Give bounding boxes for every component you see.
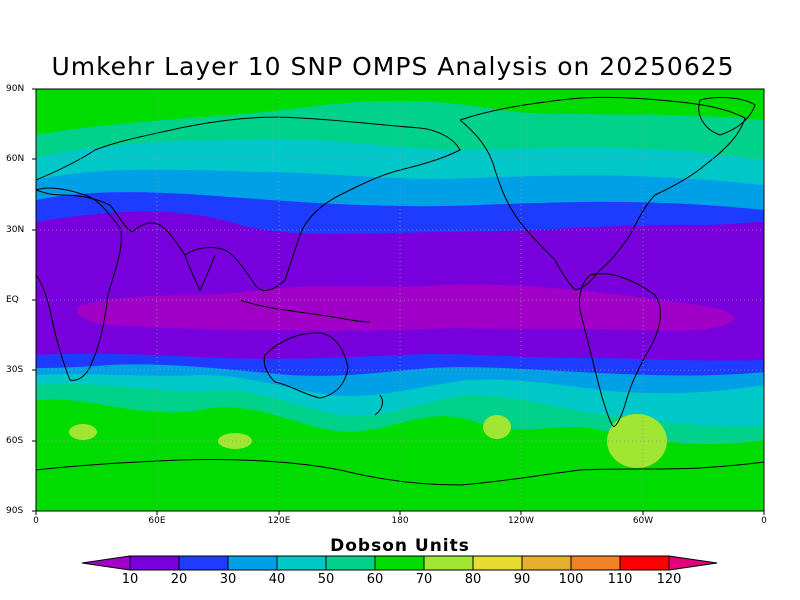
colorbar-swatch — [423, 555, 474, 571]
indonesia-coast — [239, 299, 371, 323]
greenland-coast — [698, 97, 756, 136]
india-coast — [184, 254, 216, 292]
south-america-coast — [579, 273, 661, 427]
colorbar-swatch — [619, 555, 670, 571]
africa-coast — [36, 187, 122, 381]
colorbar-swatch — [472, 555, 523, 571]
antarctica-coast — [36, 458, 764, 486]
contour-fill — [36, 89, 764, 511]
colorbar-cap-right — [668, 555, 718, 571]
lon-label: 0 — [761, 516, 767, 526]
australia-coast — [263, 332, 349, 399]
colorbar-label: 80 — [464, 572, 482, 587]
lat-label: 60S — [6, 436, 24, 446]
colorbar-swatch — [129, 555, 180, 571]
colorbar-swatch — [276, 555, 327, 571]
colorbar-swatch — [325, 555, 376, 571]
colorbar-label: 100 — [558, 572, 584, 587]
colorbar — [81, 555, 718, 571]
colorbar-swatch — [521, 555, 572, 571]
colorbar-label: 90 — [513, 572, 531, 587]
nz-coast — [374, 394, 383, 416]
coastlines — [36, 96, 764, 486]
colorbar-label: 30 — [219, 572, 237, 587]
lat-label: EQ — [6, 295, 19, 305]
colorbar-cap-left — [81, 555, 131, 571]
colorbar-swatch — [570, 555, 621, 571]
lat-label: 90N — [6, 84, 25, 94]
lon-label: 120E — [267, 516, 291, 526]
graticule — [36, 89, 764, 511]
lon-label: 60E — [148, 516, 166, 526]
colorbar-label: 50 — [317, 572, 335, 587]
colorbar-label: 10 — [121, 572, 139, 587]
lat-label: 60N — [6, 154, 25, 164]
lon-label: 0 — [33, 516, 39, 526]
colorbar-swatch — [374, 555, 425, 571]
lon-label: 60W — [632, 516, 654, 526]
colorbar-label: 60 — [366, 572, 384, 587]
lon-label: 120W — [507, 516, 535, 526]
colorbar-swatch — [227, 555, 278, 571]
band-70-80-patch — [218, 433, 252, 449]
lat-label: 90S — [6, 506, 24, 516]
band-lt-10 — [77, 284, 736, 331]
north-america-coast — [459, 96, 746, 291]
lat-label: 30N — [6, 225, 25, 235]
colorbar-label: 40 — [268, 572, 286, 587]
colorbar-units-label: Dobson Units — [330, 536, 470, 556]
lat-label: 30S — [6, 365, 24, 375]
axis-ticks — [32, 88, 765, 515]
colorbar-swatch — [178, 555, 229, 571]
map-title: Umkehr Layer 10 SNP OMPS Analysis on 202… — [51, 52, 735, 81]
eurasia-coast — [36, 116, 461, 291]
colorbar-label: 20 — [170, 572, 188, 587]
colorbar-label: 70 — [415, 572, 433, 587]
lon-label: 180 — [391, 516, 409, 526]
band-70-80-patch — [69, 424, 97, 440]
band-70-80-patch — [483, 415, 511, 439]
colorbar-label: 110 — [607, 572, 633, 587]
colorbar-label: 120 — [656, 572, 682, 587]
